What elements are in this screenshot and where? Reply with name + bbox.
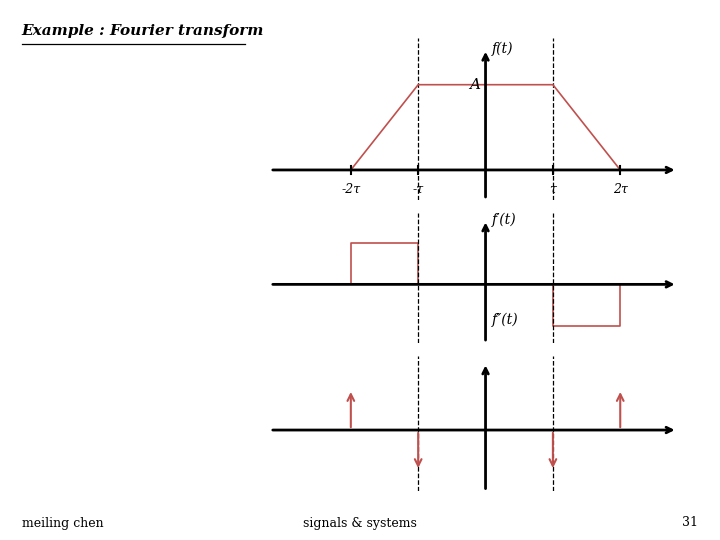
Text: 2τ: 2τ [613, 183, 628, 195]
Text: Example : Fourier transform: Example : Fourier transform [22, 24, 264, 38]
Text: τ: τ [549, 183, 557, 195]
Text: 31: 31 [683, 516, 698, 530]
Text: -τ: -τ [413, 183, 424, 195]
Text: f″(t): f″(t) [492, 313, 519, 327]
Text: f′(t): f′(t) [492, 212, 517, 227]
Text: f(t): f(t) [492, 42, 514, 56]
Text: signals & systems: signals & systems [303, 516, 417, 530]
Text: A: A [469, 78, 480, 92]
Text: meiling chen: meiling chen [22, 516, 103, 530]
Text: -2τ: -2τ [341, 183, 361, 195]
